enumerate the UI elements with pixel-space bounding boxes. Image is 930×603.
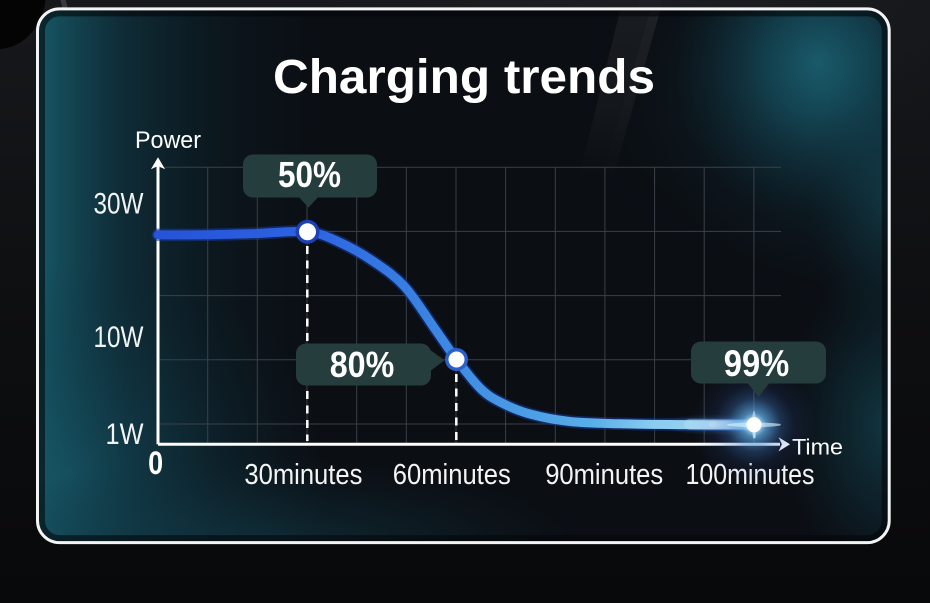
svg-text:80%: 80% [330,344,395,385]
svg-text:Charging trends: Charging trends [273,51,655,104]
svg-text:Power: Power [135,127,201,154]
svg-text:60minutes: 60minutes [393,459,511,491]
svg-text:0: 0 [148,445,163,481]
svg-text:30W: 30W [94,187,145,220]
svg-text:10W: 10W [94,321,145,354]
svg-text:90minutes: 90minutes [545,459,663,491]
svg-text:1W: 1W [106,418,145,451]
svg-text:30minutes: 30minutes [244,459,362,491]
svg-text:99%: 99% [724,343,790,384]
svg-text:50%: 50% [278,154,341,195]
